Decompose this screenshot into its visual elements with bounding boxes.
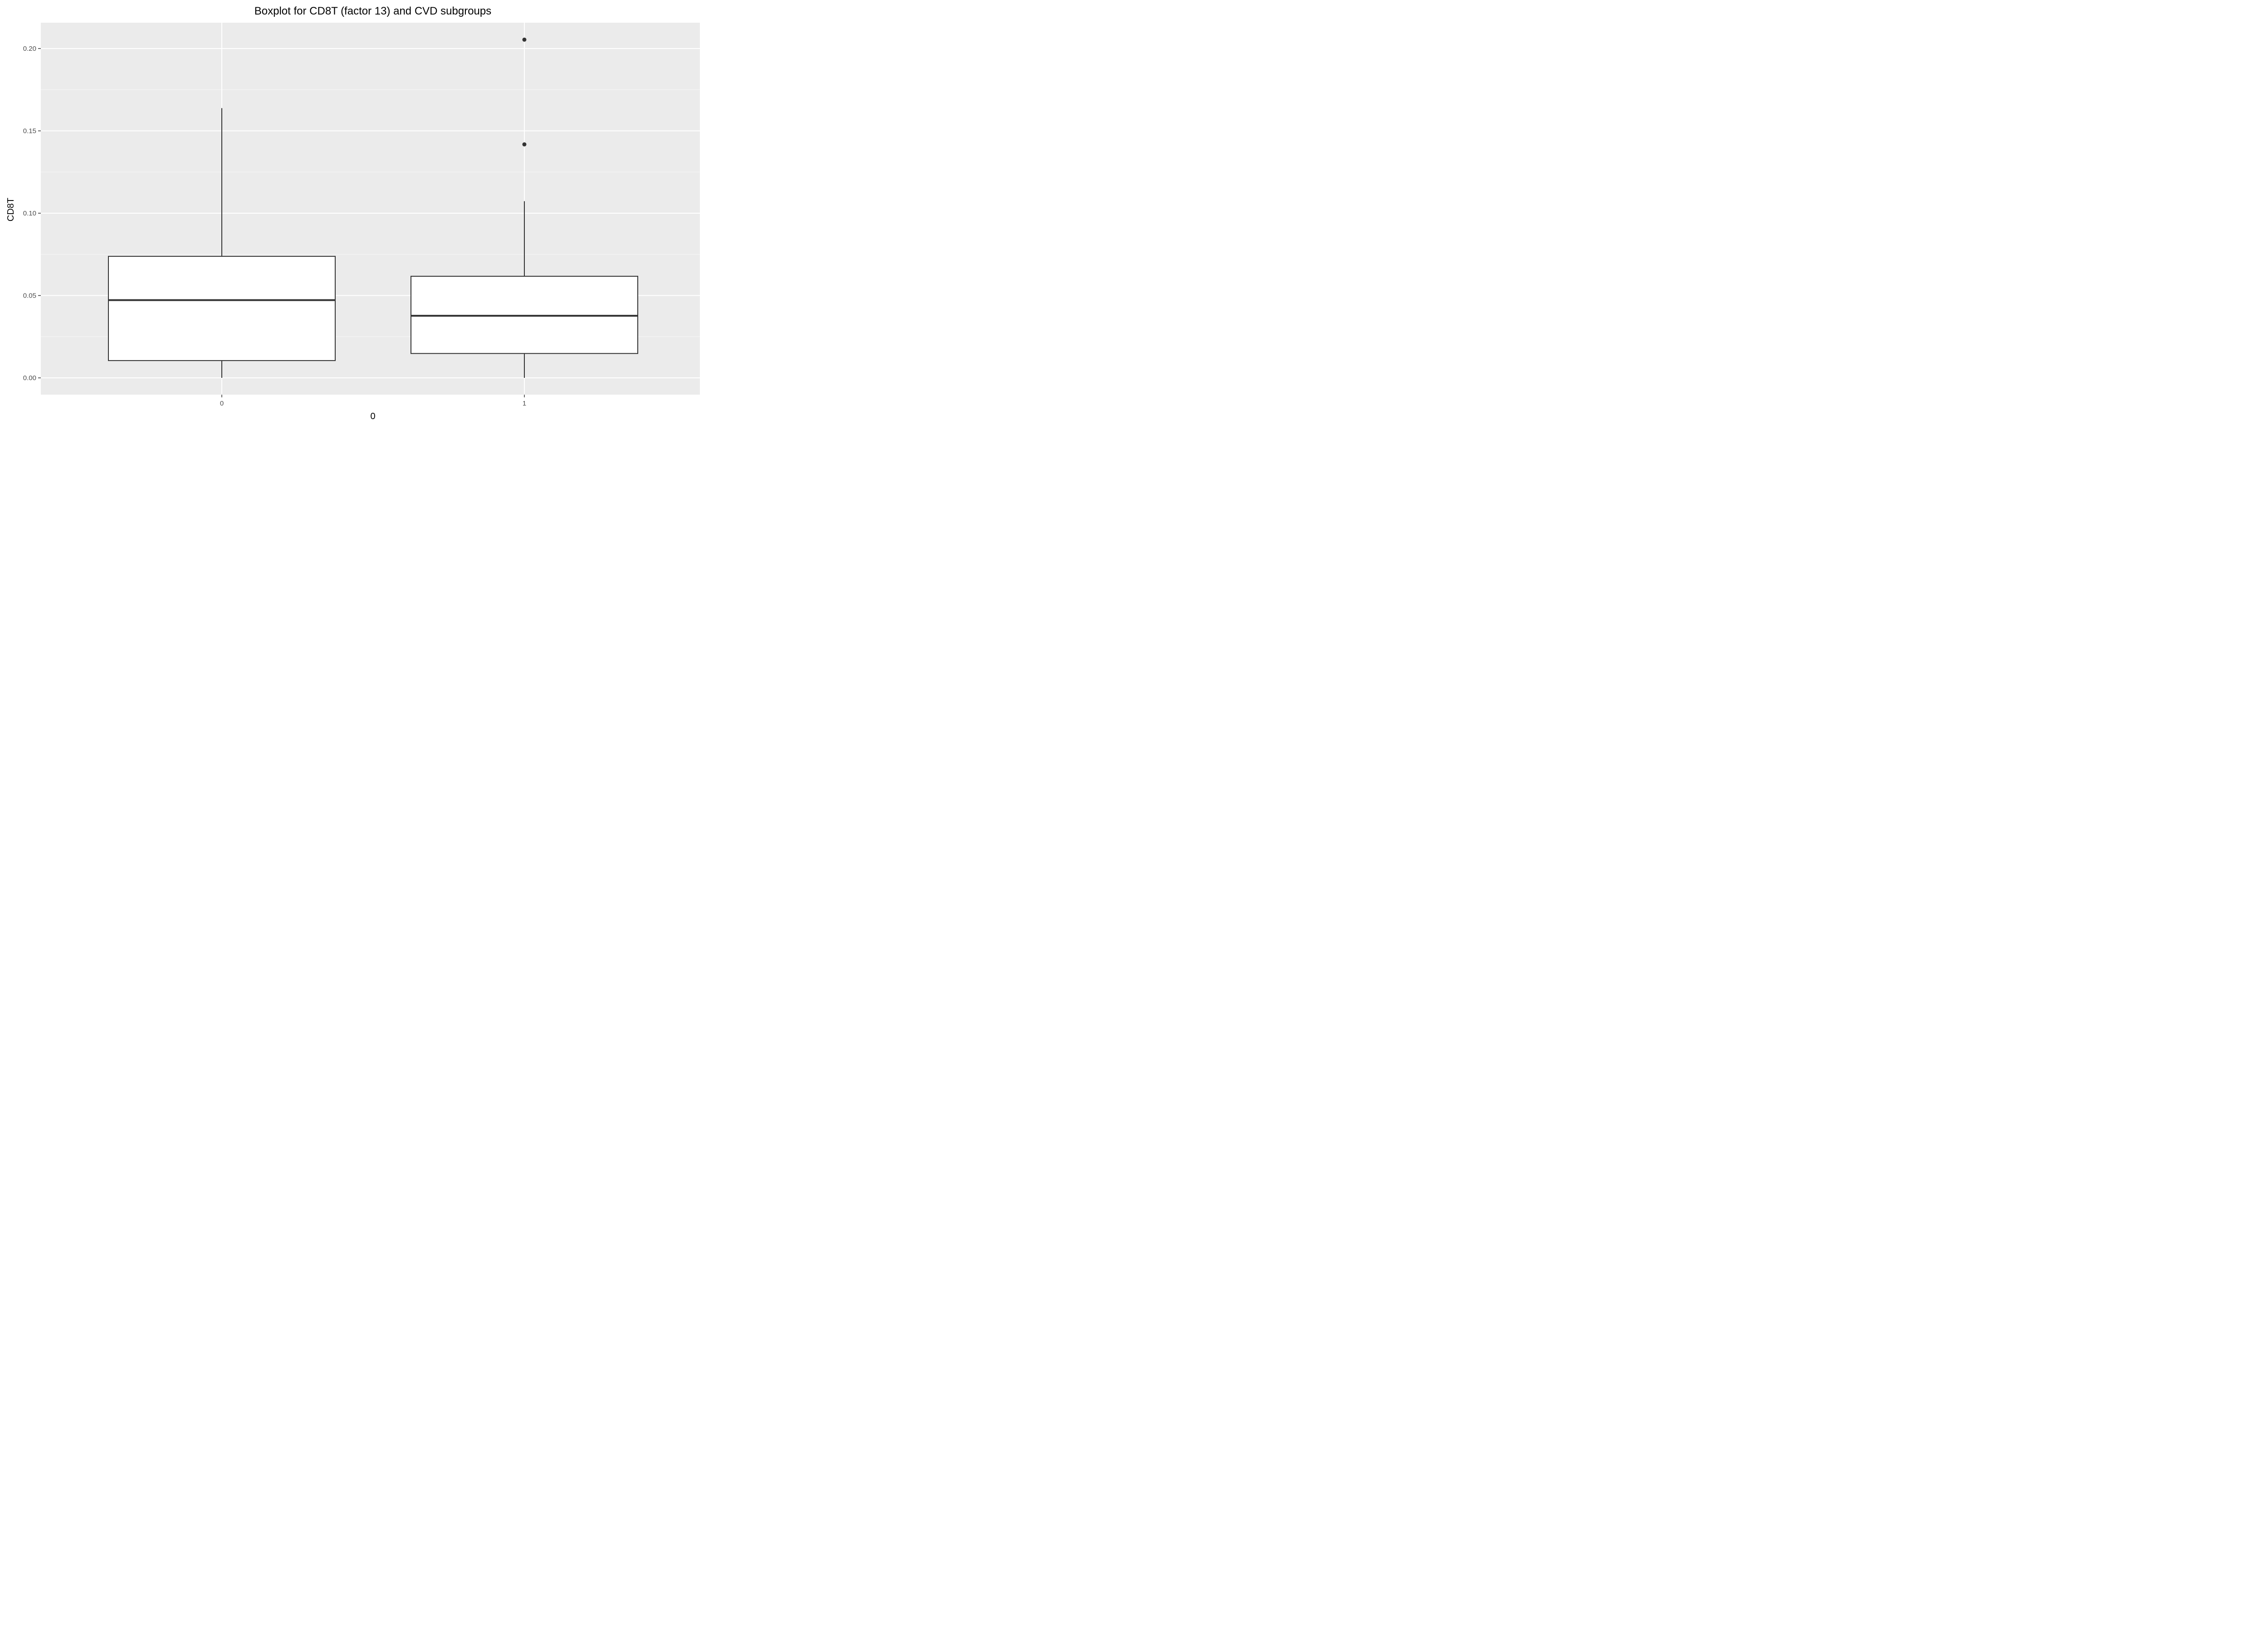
box-iqr (108, 256, 336, 361)
y-axis: 0.00 0.05 0.10 0.15 0.20 (23, 45, 41, 382)
box-group-1 (411, 37, 638, 378)
x-tick-label: 0 (220, 400, 224, 407)
y-axis-title: CD8T (6, 198, 16, 221)
y-tick-label: 0.00 (23, 374, 36, 382)
y-tick-label: 0.05 (23, 292, 36, 300)
chart-title: Boxplot for CD8T (factor 13) and CVD sub… (254, 5, 491, 17)
x-tick-label: 1 (523, 400, 526, 407)
outlier-point (522, 37, 527, 42)
y-tick-label: 0.15 (23, 127, 36, 135)
x-axis-title: 0 (370, 411, 375, 421)
y-tick-label: 0.20 (23, 45, 36, 53)
boxes-layer (108, 37, 638, 378)
outlier-point (522, 142, 527, 147)
y-tick-label: 0.10 (23, 210, 36, 217)
box-group-0 (108, 108, 336, 378)
